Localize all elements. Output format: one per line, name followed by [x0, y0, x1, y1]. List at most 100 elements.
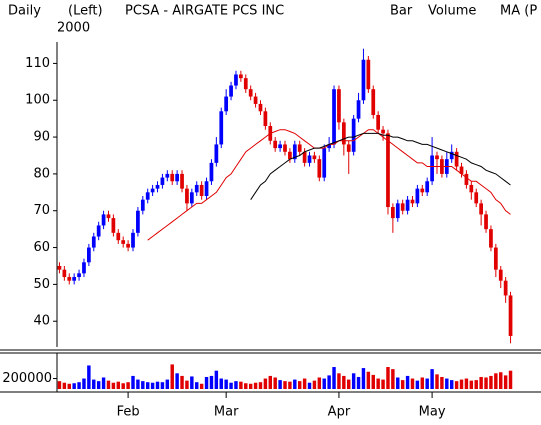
candle-body [165, 173, 170, 178]
candle-body [214, 144, 219, 163]
volume-bar [175, 373, 179, 389]
volume-bar [62, 382, 67, 389]
volume-bar [126, 382, 130, 389]
candle-body [131, 232, 135, 248]
x-tick-label: Mar [214, 405, 239, 420]
volume-bar [435, 374, 439, 389]
candle-body [317, 159, 322, 178]
volume-bar [224, 379, 228, 389]
candle-body [376, 114, 381, 130]
candle-body [391, 207, 395, 219]
candle-body [283, 144, 287, 152]
candle-body [140, 199, 145, 211]
candle-body [405, 199, 410, 211]
volume-bar [332, 367, 336, 389]
y-tick-label: 90 [33, 130, 50, 145]
candle-body [395, 203, 400, 219]
volume-bar [180, 375, 184, 389]
volume-bar [484, 377, 488, 389]
volume-bar [150, 382, 155, 389]
volume-bar [214, 370, 219, 389]
candle-body [150, 188, 155, 193]
volume-bar [111, 382, 116, 389]
volume-bar [381, 379, 385, 389]
candle-body [121, 240, 126, 244]
volume-bar [302, 378, 307, 389]
volume-bar [57, 381, 62, 389]
candle-body [57, 265, 62, 270]
candle-body [292, 144, 297, 160]
volume-bar [449, 380, 454, 389]
volume-bar [337, 373, 341, 389]
candle-body [435, 155, 439, 160]
volume-bar [258, 382, 263, 389]
candle-body [219, 111, 224, 145]
volume-bar [464, 378, 469, 389]
legend-item: Bar [390, 4, 413, 19]
candle-body [258, 103, 263, 112]
candle-body [479, 203, 483, 215]
candle-body [302, 151, 307, 163]
volume-bar [489, 375, 493, 389]
volume-bar [244, 383, 248, 389]
volume-bar [410, 378, 415, 389]
volume-bar [288, 381, 292, 389]
x-tick-label: May [419, 405, 446, 420]
volume-bar [185, 380, 189, 389]
candle-body [136, 210, 140, 233]
volume-bar [415, 380, 420, 389]
volume-bar [425, 378, 429, 389]
volume-bar [87, 365, 91, 389]
candle-body [229, 85, 233, 97]
candle-body [87, 247, 91, 263]
volume-bar [342, 375, 346, 389]
candle-body [361, 59, 366, 101]
volume-bar [165, 379, 170, 389]
candle-body [189, 192, 194, 204]
candle-body [243, 78, 248, 90]
candle-body [386, 133, 390, 208]
candle-body [72, 277, 77, 281]
volume-bar [366, 371, 371, 389]
candle-body [116, 232, 121, 241]
chart-title: PCSA - AIRGATE PCS INC [125, 4, 284, 19]
candle-body [288, 151, 292, 160]
volume-bar [141, 381, 145, 389]
volume-tick-label: 200000 [2, 371, 52, 386]
candle-body [454, 151, 459, 167]
candle-body [366, 59, 371, 90]
volume-bar [190, 376, 194, 389]
candle-body [91, 236, 96, 248]
volume-bar [327, 375, 331, 389]
candle-body [484, 214, 488, 230]
volume-bar [195, 382, 199, 389]
candle-body [430, 155, 434, 182]
volume-bar [263, 378, 268, 389]
candle-body [459, 166, 464, 174]
volume-bar [273, 377, 277, 389]
candle-body [224, 96, 229, 112]
legend-item: MA (P [500, 4, 537, 19]
legend-item: Volume [428, 4, 476, 19]
volume-bar [131, 375, 135, 389]
volume-bar [371, 374, 375, 389]
volume-bar [293, 379, 297, 389]
candle-body [371, 89, 376, 115]
candle-body [62, 269, 67, 278]
volume-bar [503, 375, 508, 389]
candle-body [209, 162, 214, 182]
candle-body [170, 173, 175, 182]
volume-bar [396, 377, 400, 389]
candle-body [307, 155, 312, 163]
candle-body [381, 129, 385, 134]
y-tick-label: 70 [33, 203, 50, 218]
candle-body [341, 122, 346, 145]
candle-body [67, 277, 72, 281]
x-tick-label: Apr [328, 405, 351, 420]
volume-bar [508, 370, 513, 389]
candle-body [111, 218, 116, 233]
candle-body [508, 295, 513, 336]
volume-bar [474, 380, 478, 389]
candle-body [175, 173, 179, 182]
candle-body [346, 144, 351, 152]
